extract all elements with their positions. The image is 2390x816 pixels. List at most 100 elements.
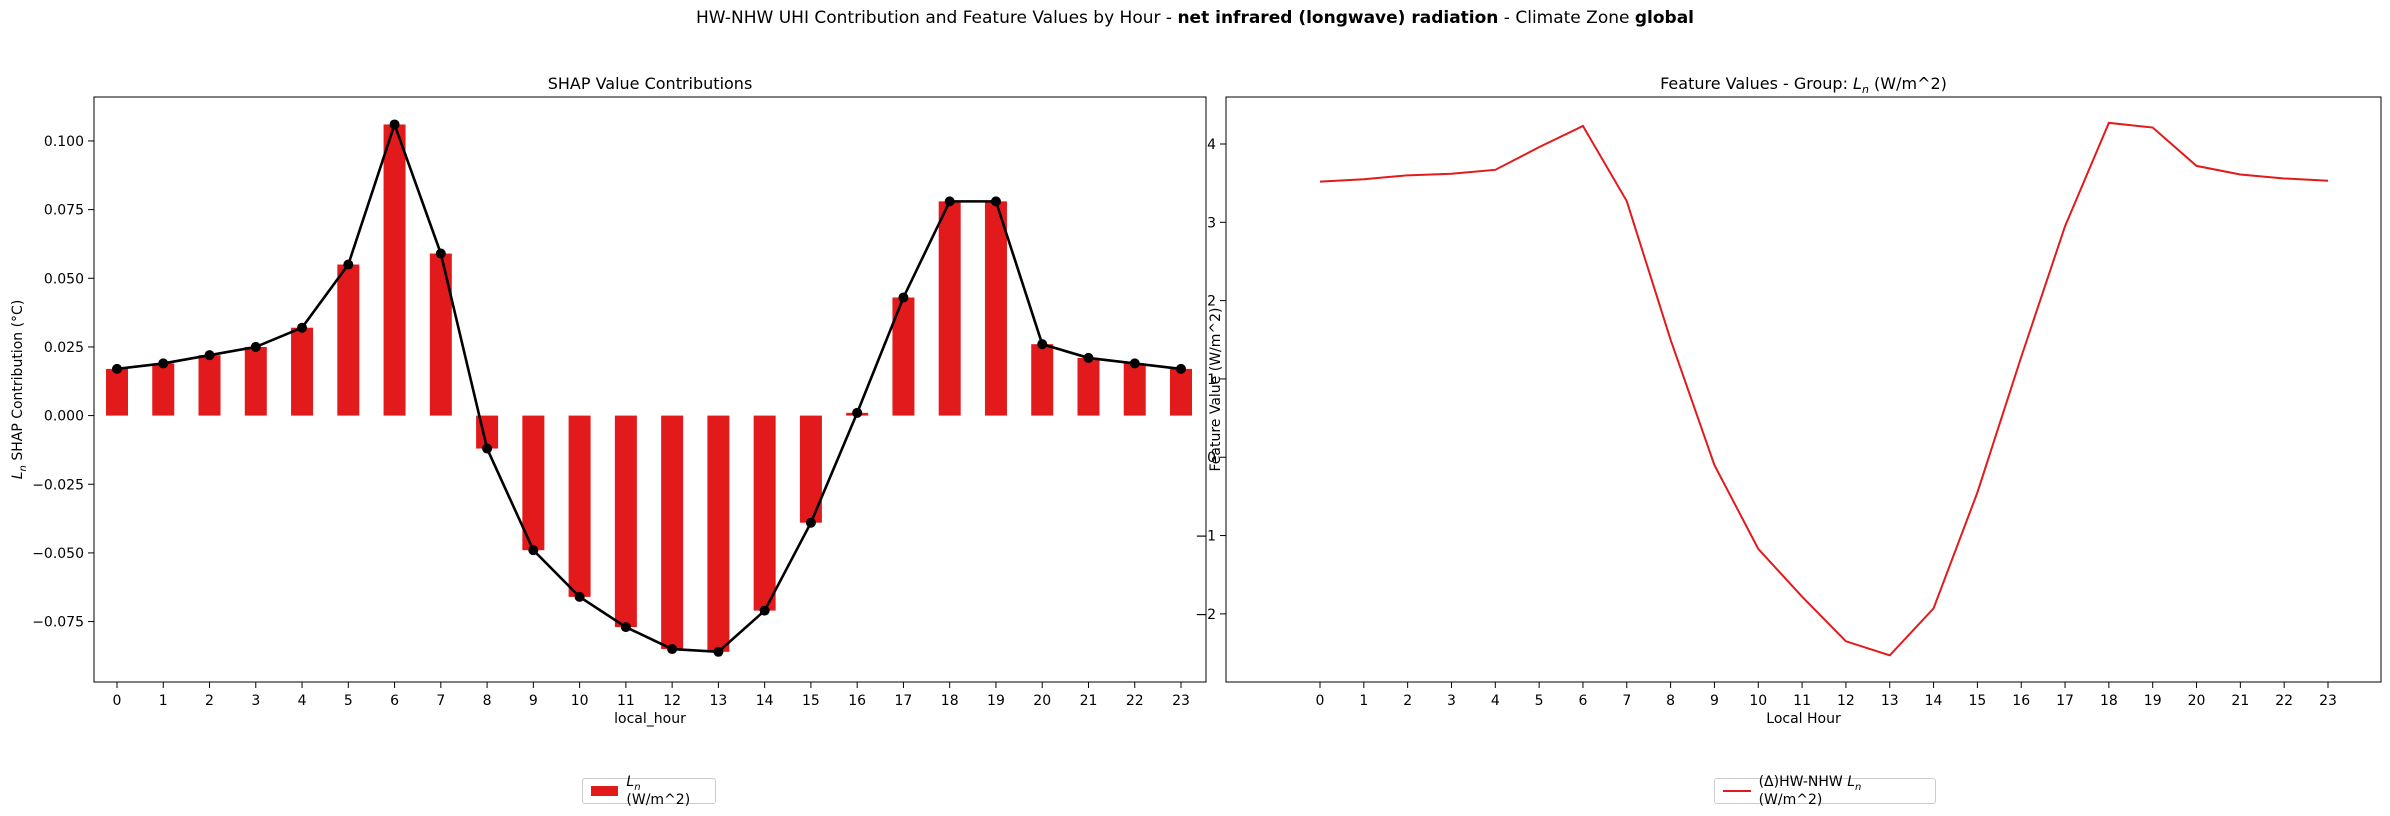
feature-x-tick-label: 13 [1881,693,1899,709]
shap-marker [112,363,122,374]
shap-bar [707,415,730,652]
shap-x-tick-label: 17 [895,693,913,709]
shap-marker [250,341,261,352]
shap-x-tick-label: 7 [436,693,445,709]
feature-line [1319,121,2329,657]
shap-marker [852,407,863,418]
shap-x-tick-label: 20 [1033,693,1051,709]
feature-plot-frame [1225,96,2382,683]
feature-chart-title: Feature Values - Group: Ln (W/m^2) [1660,74,1947,96]
shap-marker [944,196,955,207]
shap-x-tick-label: 19 [987,693,1005,709]
shap-y-tick-label: 0.100 [44,134,84,150]
shap-y-tick-label: 0.050 [44,271,84,287]
shap-marker [204,350,215,361]
shap-marker [759,605,770,616]
feature-x-tick-label: 11 [1793,693,1811,709]
feature-x-tick-label: 8 [1666,693,1675,709]
shap-marker [297,322,308,333]
shap-line [116,120,1182,654]
shap-bar [337,264,360,416]
shap-bar [938,201,961,416]
shap-marker [1129,358,1140,369]
shap-y-tick-label: 0.025 [44,340,84,356]
shap-bar [1123,363,1146,416]
feature-y-tick-label: 1 [1207,372,1216,388]
shap-x-tick-label: 6 [390,693,399,709]
feature-x-tick-label: 4 [1491,693,1500,709]
shap-bar [198,355,221,416]
shap-marker [158,358,169,369]
shap-bar [614,415,637,628]
feature-x-tick-label: 17 [2056,693,2074,709]
shap-marker [1176,363,1186,374]
shap-x-tick-label: 5 [344,693,353,709]
shap-marker [389,119,400,130]
shap-y-tick-label: −0.075 [32,615,84,631]
shap-marker [990,196,1001,207]
feature-x-tick-label: 12 [1837,693,1855,709]
shap-x-tick-label: 10 [571,693,589,709]
shap-bar [799,415,822,523]
shap-x-tick-label: 9 [529,693,538,709]
shap-marker [1083,352,1094,363]
feature-x-tick-label: 15 [1968,693,1986,709]
feature-x-tick-label: 0 [1316,693,1325,709]
feature-y-tick-label: 3 [1207,215,1216,231]
shap-y-axis-label: Ln SHAP Contribution (°C) [10,300,29,480]
shap-marker [1037,339,1048,350]
feature-legend: (Δ)HW-NHW Ln (W/m^2) [1714,774,1936,808]
shap-bar [291,327,314,416]
shap-bar [244,346,267,416]
shap-marker [620,622,631,633]
feature-x-tick-label: 22 [2275,693,2293,709]
shap-x-tick-label: 11 [617,693,635,709]
legend-bar-swatch [591,786,619,796]
shap-x-tick-label: 16 [848,693,866,709]
feature-x-tick-label: 5 [1535,693,1544,709]
feature-x-tick-label: 16 [2012,693,2030,709]
feature-x-tick-label: 3 [1447,693,1456,709]
feature-x-tick-label: 7 [1622,693,1631,709]
feature-x-tick-label: 2 [1403,693,1412,709]
feature-x-tick-label: 23 [2319,693,2337,709]
feature-y-tick-label: −1 [1195,529,1216,545]
shap-x-tick-label: 2 [205,693,214,709]
shap-x-tick-label: 8 [483,693,492,709]
shap-bar [522,415,545,551]
shap-bar [152,363,175,416]
feature-x-tick-label: 21 [2231,693,2249,709]
feature-y-axis-label: Feature Value (W/m^2) [1208,307,1224,471]
shap-x-tick-label: 14 [756,693,774,709]
shap-x-tick-label: 15 [802,693,820,709]
shap-bar [753,415,776,611]
legend-line-swatch [1723,790,1751,792]
shap-y-tick-label: 0.000 [44,409,84,425]
feature-legend-label: (Δ)HW-NHW Ln (W/m^2) [1758,773,1862,809]
shap-bar [984,201,1007,416]
shap-bar [661,415,684,650]
shap-plot-frame [93,96,1207,683]
shap-x-tick-label: 12 [663,693,681,709]
shap-y-tick-label: −0.050 [32,546,84,562]
shap-bar [106,368,128,416]
feature-x-tick-label: 9 [1710,693,1719,709]
shap-x-tick-label: 18 [941,693,959,709]
feature-y-tick-label: 2 [1207,294,1216,310]
shap-legend: Ln (W/m^2) [582,774,716,808]
feature-y-tick-label: −2 [1195,607,1216,623]
feature-x-tick-label: 19 [2144,693,2162,709]
shap-x-tick-label: 23 [1172,693,1190,709]
feature-y-tick-label: 0 [1207,450,1216,466]
shap-bar [1077,357,1100,416]
shap-bar [1170,368,1192,416]
shap-legend-label: Ln (W/m^2) [626,773,691,809]
feature-x-tick-label: 1 [1359,693,1368,709]
shap-marker [482,443,493,454]
feature-x-tick-label: 14 [1925,693,1943,709]
shap-x-tick-label: 0 [113,693,122,709]
shap-marker [528,545,539,556]
shap-bar [1031,344,1054,416]
shap-marker [713,646,724,657]
